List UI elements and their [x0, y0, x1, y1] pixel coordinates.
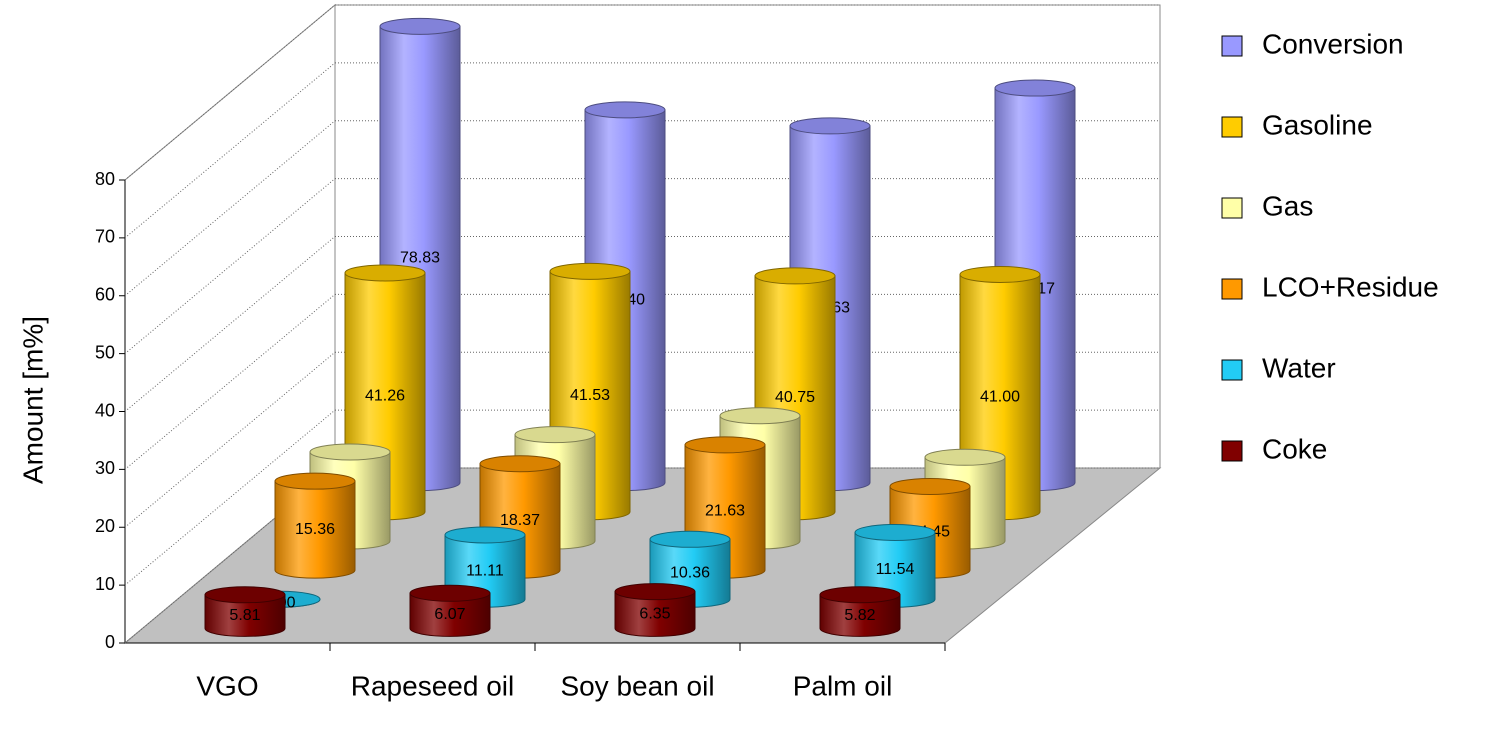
grid-line — [124, 178, 336, 355]
bar-top — [819, 586, 901, 604]
legend-label: Water — [1262, 352, 1336, 383]
bar-top — [479, 455, 561, 473]
legend-label: Conversion — [1262, 28, 1404, 59]
grid-line — [124, 62, 336, 239]
bar — [274, 480, 356, 579]
bar-top — [309, 443, 391, 461]
x-tick-label: Palm oil — [793, 670, 893, 701]
bar-top — [754, 267, 836, 285]
legend-swatch — [1221, 35, 1243, 57]
data-label: 15.36 — [295, 521, 335, 538]
legend-swatch — [1221, 197, 1243, 219]
y-tick-label: 60 — [95, 285, 115, 305]
y-tick-label: 30 — [95, 458, 115, 478]
legend-swatch — [1221, 116, 1243, 138]
bar-top — [614, 583, 696, 601]
grid-line — [124, 236, 336, 412]
bar-top — [994, 79, 1076, 97]
bar-top — [344, 264, 426, 282]
data-label: 41.53 — [570, 387, 610, 404]
bar — [204, 594, 286, 637]
bar-top — [444, 526, 526, 544]
legend-label: LCO+Residue — [1262, 271, 1439, 302]
grid-line — [124, 120, 336, 297]
y-tick-label: 40 — [95, 400, 115, 420]
y-tick-label: 80 — [95, 169, 115, 189]
y-tick-label: 70 — [95, 227, 115, 247]
bar-top — [379, 17, 461, 35]
bar-top — [204, 586, 286, 604]
bar-top — [549, 262, 631, 280]
y-tick-label: 10 — [95, 574, 115, 594]
bar-top — [514, 426, 596, 444]
bar — [614, 591, 696, 637]
bar-top — [924, 448, 1006, 466]
data-label: 6.07 — [434, 606, 465, 623]
data-label: 11.11 — [466, 562, 504, 579]
data-label: 21.63 — [705, 503, 745, 520]
bar-top — [649, 530, 731, 548]
data-label: 41.00 — [980, 388, 1020, 405]
legend-label: Gas — [1262, 190, 1313, 221]
bar-top — [889, 477, 971, 495]
grid-line — [124, 351, 336, 528]
bar-top — [684, 436, 766, 454]
bar-top — [409, 584, 491, 602]
bar-top — [789, 117, 871, 135]
y-axis-label: Amount [m%] — [17, 316, 48, 484]
data-label: 41.26 — [365, 388, 405, 405]
legend-label: Gasoline — [1262, 109, 1373, 140]
y-tick-label: 0 — [105, 632, 115, 652]
y-tick-label: 50 — [95, 342, 115, 362]
bar-top — [719, 407, 801, 425]
grid-line — [124, 293, 336, 470]
bar-top — [274, 472, 356, 490]
grid-line — [124, 4, 336, 181]
y-tick-label: 20 — [95, 516, 115, 536]
data-label: 10.36 — [670, 564, 710, 581]
data-label: 5.81 — [229, 607, 260, 624]
legend-swatch — [1221, 440, 1243, 462]
x-tick-label: Soy bean oil — [560, 670, 714, 701]
x-tick-label: VGO — [196, 670, 258, 701]
data-label: 6.35 — [639, 605, 670, 622]
grid-line — [124, 409, 336, 586]
grid-line — [124, 467, 336, 644]
data-label: 11.54 — [876, 561, 915, 578]
data-label: 18.37 — [500, 512, 540, 529]
data-label: 5.82 — [844, 607, 875, 624]
bar-top — [854, 523, 936, 541]
data-label: 40.75 — [775, 389, 815, 406]
legend-label: Coke — [1262, 433, 1327, 464]
bar — [409, 592, 491, 637]
bar — [819, 594, 901, 637]
x-tick-label: Rapeseed oil — [351, 670, 514, 701]
bar-top — [584, 101, 666, 119]
data-label: 78.83 — [400, 250, 440, 267]
legend-swatch — [1221, 278, 1243, 300]
bar-top — [959, 265, 1041, 283]
legend-swatch — [1221, 359, 1243, 381]
